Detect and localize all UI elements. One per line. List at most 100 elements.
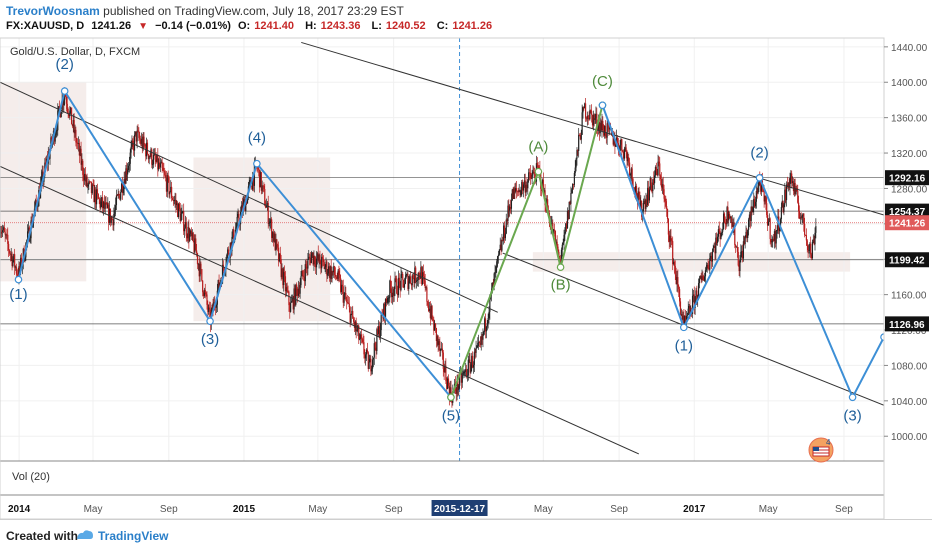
candle-body [98, 198, 100, 200]
candle-body [570, 193, 572, 204]
wave-point[interactable] [60, 87, 69, 95]
candle-body [543, 190, 545, 194]
candle-body [735, 244, 737, 248]
candle-body [353, 318, 355, 322]
candle-body [628, 157, 630, 163]
candle-body [575, 158, 577, 168]
candle-body [551, 222, 553, 224]
candle-body [524, 180, 526, 193]
candle-body [132, 140, 134, 143]
wave-point[interactable] [253, 159, 261, 168]
candle-body [85, 176, 87, 182]
low-label: L: [371, 20, 382, 32]
candle-body [290, 302, 292, 312]
candle-body [791, 181, 794, 184]
candle-body [215, 306, 217, 308]
candle-body [61, 99, 63, 113]
candle-body [173, 200, 175, 202]
candle-body [523, 180, 525, 185]
candle-body [147, 154, 149, 160]
candle-body [371, 359, 374, 369]
wave-point[interactable] [14, 275, 23, 284]
candle-body [588, 118, 590, 119]
candle-body [518, 190, 520, 193]
wave-point[interactable] [534, 167, 543, 176]
candle-body [718, 229, 720, 232]
candle-body [599, 122, 601, 134]
author-link[interactable]: TrevorWoosnam [6, 4, 100, 18]
candle-body [494, 272, 496, 274]
candle-body [619, 144, 621, 152]
candle-body [117, 193, 119, 196]
channel-line [301, 41, 884, 216]
candle-body [14, 254, 16, 268]
candle-body [176, 203, 178, 206]
wave-point[interactable] [598, 101, 607, 110]
candle-body [721, 231, 723, 233]
candle-body [655, 166, 657, 171]
candle-body [782, 200, 784, 212]
candle-body [309, 257, 312, 264]
candle-body [722, 229, 724, 232]
wave-point[interactable] [755, 174, 764, 182]
candle-body [456, 378, 458, 394]
candle-body [741, 251, 743, 252]
candle-body [196, 253, 199, 265]
candle-body [183, 211, 185, 232]
candle-body [342, 286, 344, 303]
candle-body [589, 109, 591, 119]
candle-body [139, 137, 141, 140]
candle-body [207, 304, 209, 312]
candle-body [440, 348, 442, 351]
price-chart[interactable]: (1) (2) (3) (4) (5) (A) (B) (C) (1) (2) (3) 1000.0… [0, 0, 932, 520]
candle-body [208, 307, 211, 310]
candle-body [196, 250, 198, 254]
candle-body [289, 305, 291, 312]
candle-body [706, 264, 708, 267]
candle-body [194, 238, 196, 253]
candle-body [181, 211, 183, 214]
footer-bar: Created with TradingView [0, 519, 932, 551]
candle-body [343, 294, 345, 303]
candle-body [189, 233, 191, 241]
candle-body [127, 165, 130, 170]
candle-body [592, 114, 594, 126]
candle-body [287, 291, 289, 293]
elliott-wave-line [450, 105, 604, 398]
wave-point[interactable] [848, 393, 857, 402]
candle-body [316, 253, 318, 259]
candle-body [426, 287, 428, 302]
candle-body [466, 375, 469, 377]
wave-point[interactable] [447, 393, 455, 402]
candle-body [54, 134, 56, 142]
candle-body [307, 258, 309, 269]
wave-label: (3) [201, 331, 219, 348]
candle-body [576, 149, 578, 159]
candle-body [137, 130, 139, 132]
candle-body [807, 245, 809, 251]
candle-body [581, 112, 583, 135]
candle-body [624, 147, 626, 150]
candle-body [300, 276, 302, 286]
candle-body [542, 179, 544, 194]
candle-body [83, 173, 86, 181]
candle-body [552, 222, 554, 234]
wave-point[interactable] [556, 263, 565, 271]
tradingview-link[interactable]: TradingView [98, 529, 169, 543]
candle-body [257, 167, 259, 169]
chart-frame [0, 37, 885, 520]
wave-point[interactable] [206, 317, 214, 325]
candle-body [810, 243, 812, 255]
wave-point[interactable] [679, 323, 688, 332]
candle-body [694, 296, 696, 308]
candle-body [107, 204, 109, 209]
candle-body [514, 188, 516, 192]
candle-body [397, 277, 400, 296]
candle-body [189, 230, 192, 234]
candle-body [263, 185, 265, 189]
candle-body [419, 277, 421, 279]
candle-body [82, 160, 84, 175]
flag-badge-icon[interactable]: 4 [808, 437, 834, 463]
candle-body [266, 202, 268, 206]
candle-body [660, 175, 662, 180]
